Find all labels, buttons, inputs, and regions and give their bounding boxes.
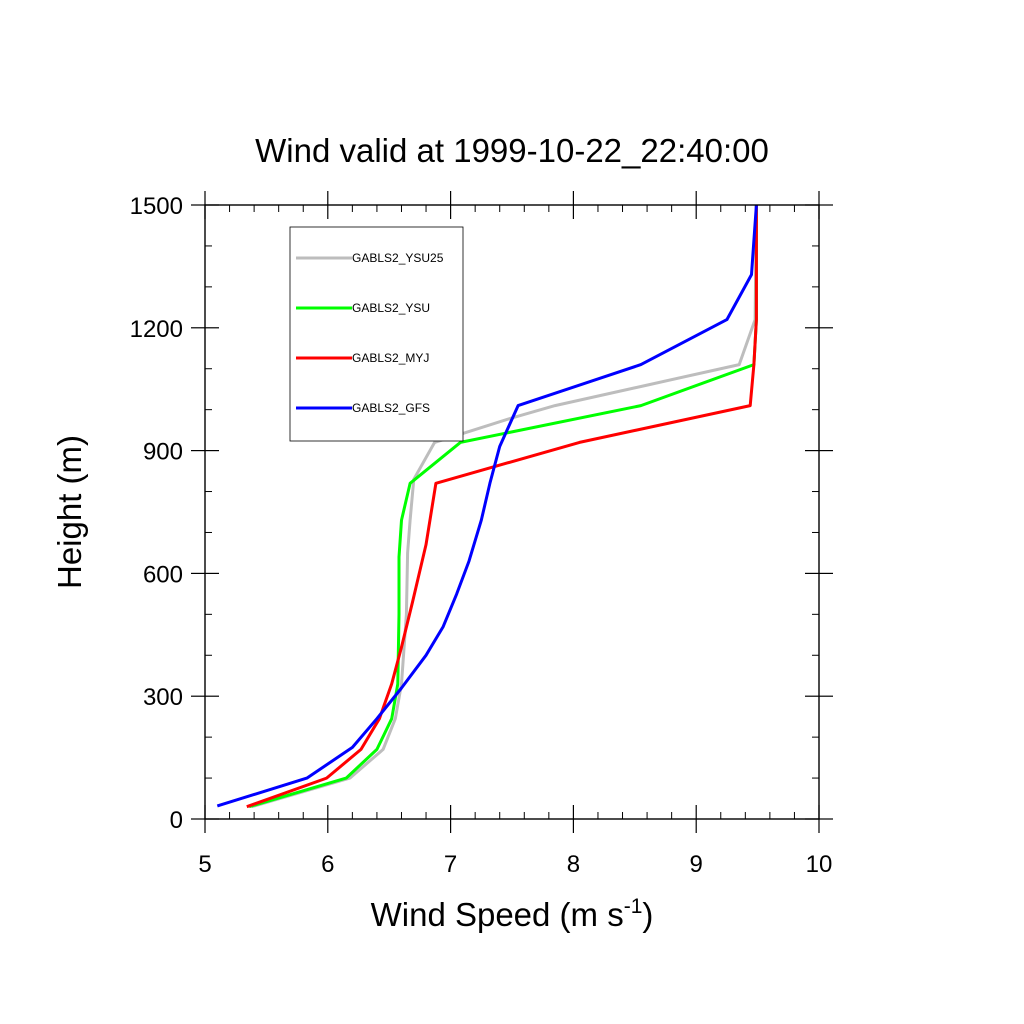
legend-box (289, 226, 464, 442)
chart-title: Wind valid at 1999-10-22_22:40:00 (255, 132, 769, 169)
minor-ticks (205, 205, 819, 819)
x-tick-label: 5 (198, 851, 211, 878)
y-tick-label: 600 (143, 561, 183, 588)
y-tick-label: 300 (143, 684, 183, 711)
series-lines (216, 204, 758, 809)
series-line-gabls2-myj (246, 205, 758, 809)
x-axis-title-superscript: -1 (624, 895, 643, 918)
legend-label-gabls2-ysu: GABLS2_YSU (352, 301, 430, 315)
x-axis-title-end: ) (642, 896, 653, 933)
major-ticks (191, 191, 833, 833)
y-tick-label: 0 (170, 807, 183, 834)
y-axis-title: Height (m) (51, 435, 88, 589)
x-tick-label: 7 (444, 851, 457, 878)
x-tick-label: 6 (321, 851, 334, 878)
legend-label-gabls2-myj: GABLS2_MYJ (352, 351, 429, 365)
x-tick-label: 10 (806, 851, 833, 878)
legend-label-gabls2-gfs: GABLS2_GFS (352, 401, 430, 415)
legend: GABLS2_YSU25 GABLS2_YSU GABLS2_MYJ GABLS2_G… (289, 226, 464, 442)
legend-label-gabls2-ysu25: GABLS2_YSU25 (352, 251, 444, 265)
series-line-gabls2-gfs (216, 204, 758, 808)
y-tick-label: 900 (143, 439, 183, 466)
tick-labels: 5 6 7 8 9 10 0 300 600 900 1200 1500 (130, 193, 833, 878)
series-line-gabls2-ysu25 (251, 204, 758, 809)
x-tick-label: 9 (690, 851, 703, 878)
x-axis-title-main: Wind Speed (m s (371, 896, 624, 933)
plot-frame (204, 204, 820, 820)
x-axis-title: Wind Speed (m s-1) (371, 895, 654, 933)
y-tick-label: 1500 (130, 193, 183, 220)
series-line-gabls2-ysu (248, 205, 758, 809)
y-tick-label: 1200 (130, 316, 183, 343)
x-tick-label: 8 (567, 851, 580, 878)
